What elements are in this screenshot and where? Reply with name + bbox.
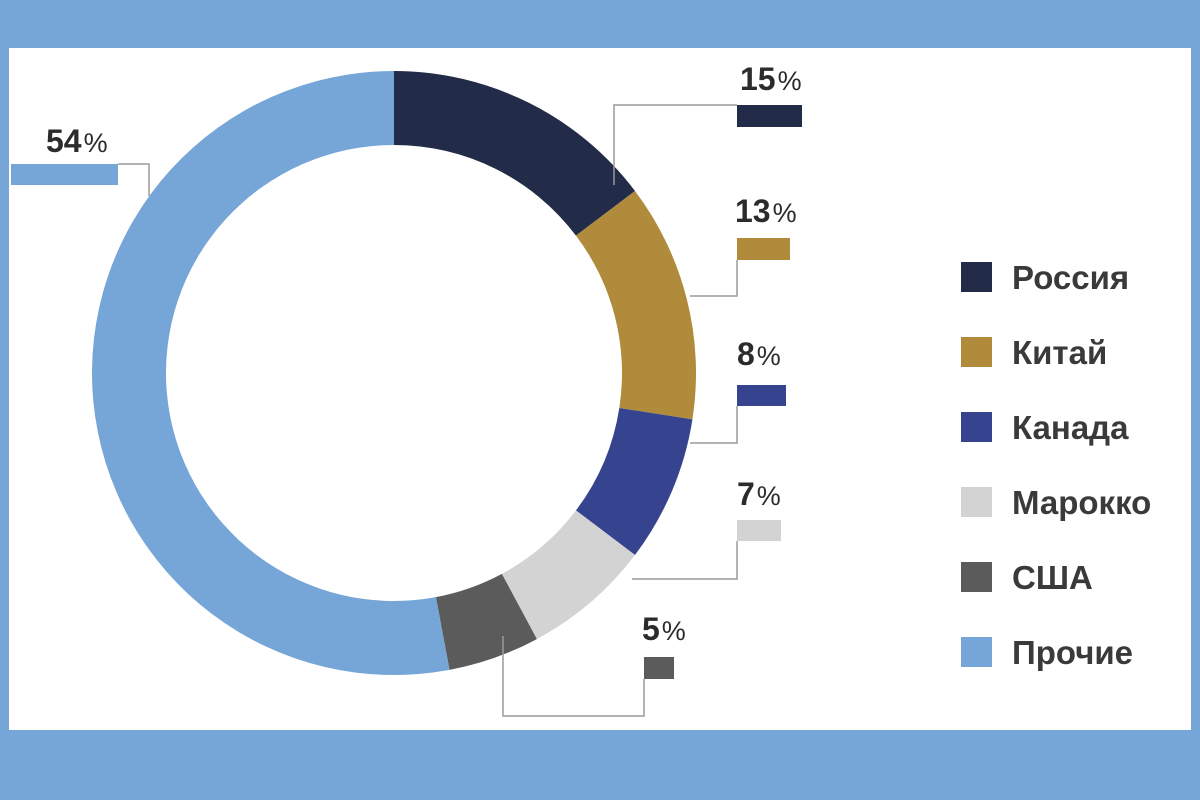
legend-swatch-6	[961, 637, 992, 667]
legend-label-3: Канада	[1012, 409, 1129, 446]
data-label-unit-2: %	[773, 198, 797, 228]
legend-label-6: Прочие	[1012, 634, 1133, 671]
donut-slice-3	[575, 407, 693, 555]
leader-line-3	[690, 406, 738, 444]
data-label-value-4: 7	[737, 476, 755, 512]
legend-label-2: Китай	[1012, 334, 1107, 371]
legend: Россия Китай Канада Марокко США Прочие	[961, 259, 1151, 671]
data-label-unit-6: %	[84, 128, 108, 158]
data-label-unit-5: %	[662, 616, 686, 646]
legend-label-4: Марокко	[1012, 484, 1151, 521]
data-label-unit-1: %	[778, 66, 802, 96]
leader-line-1	[613, 104, 737, 185]
data-label-value-6: 54	[46, 123, 82, 159]
leader-line-4	[632, 541, 738, 580]
data-label-3: 8%	[737, 336, 781, 372]
callout-swatch-2	[737, 238, 790, 260]
legend-swatch-3	[961, 412, 992, 442]
callout-swatch-4	[737, 520, 781, 541]
data-label-unit-4: %	[757, 481, 781, 511]
data-label-4: 7%	[737, 476, 781, 512]
data-label-1: 15%	[740, 61, 802, 97]
data-labels: 15%13%8%7%5%54%	[11, 61, 802, 679]
callout-swatch-6	[11, 164, 118, 185]
donut-slice-6	[92, 71, 450, 675]
legend-swatch-4	[961, 487, 992, 517]
donut-slice-5	[435, 573, 537, 670]
leader-lines	[118, 104, 738, 717]
donut-slice-4	[501, 510, 636, 640]
donut-slice-1	[394, 71, 636, 236]
callout-swatch-1	[737, 105, 802, 127]
leader-line-5	[502, 636, 645, 717]
legend-swatch-2	[961, 337, 992, 367]
data-label-unit-3: %	[757, 341, 781, 371]
data-label-value-3: 8	[737, 336, 755, 372]
callout-swatch-3	[737, 385, 786, 406]
data-label-value-5: 5	[642, 611, 660, 647]
legend-label-5: США	[1012, 559, 1093, 596]
data-label-2: 13%	[735, 193, 797, 229]
leader-line-2	[690, 260, 738, 297]
legend-label-1: Россия	[1012, 259, 1129, 296]
leader-line-6	[118, 163, 150, 196]
data-label-5: 5%	[642, 611, 686, 647]
callout-swatch-5	[644, 657, 674, 679]
data-label-6: 54%	[46, 123, 108, 159]
donut-slice-2	[575, 191, 696, 420]
data-label-value-2: 13	[735, 193, 771, 229]
legend-swatch-1	[961, 262, 992, 292]
donut-slices	[92, 71, 696, 675]
legend-swatch-5	[961, 562, 992, 592]
data-label-value-1: 15	[740, 61, 776, 97]
